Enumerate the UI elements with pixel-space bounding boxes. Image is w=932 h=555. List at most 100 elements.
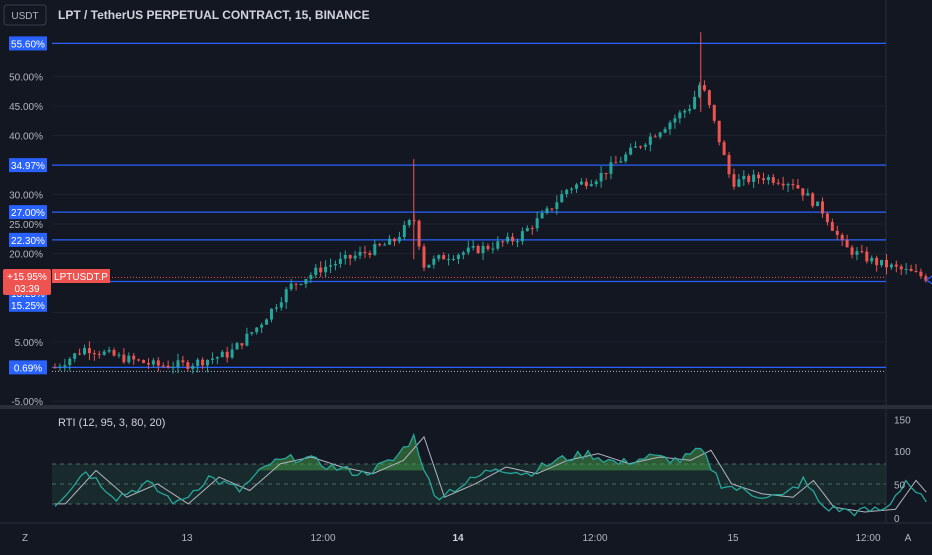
- candle-body[interactable]: [309, 274, 313, 280]
- candle-body[interactable]: [201, 359, 205, 366]
- candle-body[interactable]: [358, 251, 362, 256]
- candle-body[interactable]: [899, 266, 903, 270]
- candle-body[interactable]: [314, 267, 318, 275]
- candle-body[interactable]: [648, 136, 652, 145]
- candle-body[interactable]: [732, 174, 736, 187]
- candle-body[interactable]: [757, 174, 761, 179]
- candle-body[interactable]: [132, 355, 136, 360]
- candle-body[interactable]: [584, 181, 588, 187]
- candle-body[interactable]: [196, 359, 200, 366]
- candle-body[interactable]: [392, 238, 396, 242]
- candle-body[interactable]: [53, 367, 57, 369]
- candle-body[interactable]: [668, 122, 672, 130]
- candle-body[interactable]: [274, 307, 278, 309]
- candle-body[interactable]: [643, 144, 647, 147]
- candle-body[interactable]: [653, 136, 657, 138]
- candle-body[interactable]: [63, 365, 67, 367]
- candle-body[interactable]: [678, 112, 682, 119]
- candle-body[interactable]: [363, 251, 367, 254]
- candle-body[interactable]: [717, 120, 721, 143]
- candle-body[interactable]: [87, 348, 91, 354]
- candle-body[interactable]: [137, 359, 141, 361]
- candle-body[interactable]: [776, 182, 780, 184]
- candle-body[interactable]: [432, 258, 436, 265]
- candle-body[interactable]: [629, 147, 633, 155]
- candle-body[interactable]: [638, 146, 642, 148]
- candle-body[interactable]: [146, 363, 150, 365]
- candle-body[interactable]: [289, 283, 293, 290]
- candle-body[interactable]: [698, 85, 702, 97]
- candle-body[interactable]: [225, 351, 229, 358]
- candle-body[interactable]: [855, 251, 859, 255]
- candle-body[interactable]: [884, 259, 888, 268]
- candle-body[interactable]: [452, 258, 456, 260]
- candle-body[interactable]: [702, 85, 706, 91]
- candle-body[interactable]: [206, 359, 210, 366]
- candle-body[interactable]: [747, 175, 751, 182]
- candle-body[interactable]: [373, 244, 377, 255]
- candle-body[interactable]: [142, 360, 146, 364]
- candle-body[interactable]: [176, 360, 180, 368]
- candle-body[interactable]: [589, 184, 593, 187]
- candle-body[interactable]: [619, 161, 623, 163]
- candle-body[interactable]: [693, 96, 697, 109]
- candle-body[interactable]: [220, 351, 224, 358]
- candle-body[interactable]: [151, 360, 155, 365]
- candle-body[interactable]: [92, 353, 96, 355]
- candle-body[interactable]: [265, 319, 269, 325]
- candle-body[interactable]: [240, 343, 244, 346]
- candle-body[interactable]: [609, 162, 613, 174]
- candle-body[interactable]: [835, 230, 839, 235]
- candle-body[interactable]: [924, 276, 928, 281]
- candle-body[interactable]: [107, 349, 111, 352]
- candle-body[interactable]: [171, 367, 175, 369]
- candle-body[interactable]: [801, 188, 805, 196]
- candle-body[interactable]: [530, 228, 534, 230]
- candle-body[interactable]: [570, 188, 574, 190]
- candle-body[interactable]: [860, 251, 864, 253]
- candle-body[interactable]: [604, 172, 608, 174]
- candle-body[interactable]: [796, 185, 800, 189]
- candle-body[interactable]: [486, 245, 490, 249]
- candle-body[interactable]: [771, 177, 775, 183]
- candle-body[interactable]: [683, 110, 687, 113]
- candle-body[interactable]: [752, 174, 756, 182]
- candle-body[interactable]: [840, 234, 844, 240]
- candle-body[interactable]: [461, 252, 465, 255]
- candle-body[interactable]: [235, 343, 239, 350]
- candle-body[interactable]: [634, 146, 638, 148]
- candle-body[interactable]: [658, 132, 662, 137]
- candle-body[interactable]: [525, 228, 529, 232]
- candle-body[interactable]: [737, 179, 741, 187]
- indicator-line[interactable]: [54, 432, 927, 517]
- candle-body[interactable]: [68, 358, 72, 366]
- candle-body[interactable]: [821, 201, 825, 214]
- candle-body[interactable]: [476, 245, 480, 254]
- candle-body[interactable]: [383, 244, 387, 246]
- candle-body[interactable]: [511, 236, 515, 242]
- candle-body[interactable]: [545, 208, 549, 213]
- candle-body[interactable]: [727, 155, 731, 175]
- candle-body[interactable]: [348, 255, 352, 259]
- candle-body[interactable]: [186, 362, 190, 369]
- candle-body[interactable]: [402, 225, 406, 238]
- candle-body[interactable]: [329, 265, 333, 267]
- candle-body[interactable]: [880, 259, 884, 266]
- candle-body[interactable]: [319, 267, 323, 273]
- candle-body[interactable]: [550, 208, 554, 210]
- candle-body[interactable]: [594, 181, 598, 185]
- candle-body[interactable]: [284, 289, 288, 303]
- candle-body[interactable]: [230, 349, 234, 358]
- candle-body[interactable]: [260, 324, 264, 328]
- candle-body[interactable]: [304, 279, 308, 284]
- candle-body[interactable]: [540, 212, 544, 219]
- candle-body[interactable]: [122, 354, 126, 363]
- candle-body[interactable]: [816, 201, 820, 207]
- candle-body[interactable]: [501, 241, 505, 243]
- candle-body[interactable]: [245, 333, 249, 346]
- candle-body[interactable]: [97, 353, 101, 355]
- candle-body[interactable]: [894, 264, 898, 267]
- candle-body[interactable]: [565, 189, 569, 195]
